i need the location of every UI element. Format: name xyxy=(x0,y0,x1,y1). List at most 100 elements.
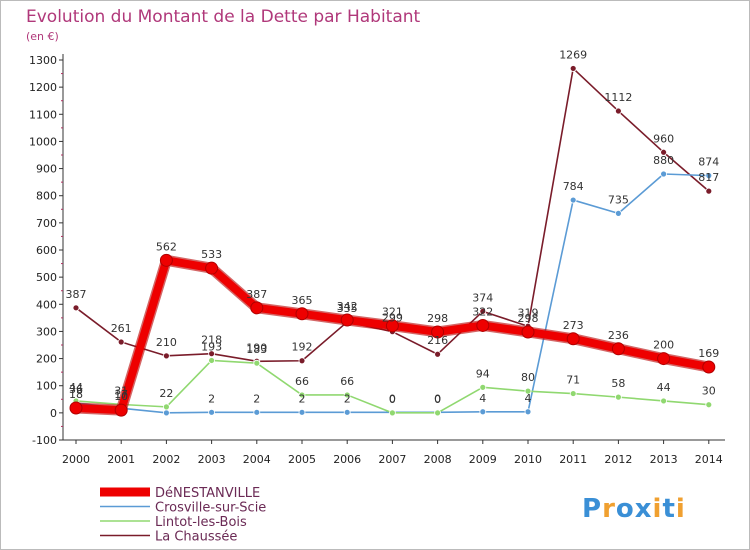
logo-letter: r xyxy=(602,494,616,524)
data-label: 0 xyxy=(434,392,441,405)
logo-text: Proxiti xyxy=(582,494,686,524)
x-tick-label: 2003 xyxy=(198,453,226,466)
data-point-3 xyxy=(479,307,487,315)
data-label: 335 xyxy=(337,302,358,315)
data-label: 365 xyxy=(292,294,313,307)
y-tick-label: 500 xyxy=(36,271,57,284)
y-tick-label: 200 xyxy=(36,353,57,366)
data-label: 874 xyxy=(698,156,719,169)
data-label: 387 xyxy=(66,288,87,301)
data-label: 58 xyxy=(611,377,625,390)
legend-label: La Chaussée xyxy=(155,530,237,545)
data-label: 200 xyxy=(653,339,674,352)
legend-label: Crosville-sur-Scie xyxy=(155,501,266,516)
data-point-0 xyxy=(385,319,399,333)
data-point-2 xyxy=(479,383,487,391)
x-tick-label: 2012 xyxy=(604,453,632,466)
x-tick-label: 2010 xyxy=(514,453,542,466)
x-tick-label: 2002 xyxy=(152,453,180,466)
data-label: 2 xyxy=(344,392,351,405)
data-label: 10 xyxy=(114,390,128,403)
x-tick-label: 2014 xyxy=(695,453,723,466)
data-label: 817 xyxy=(698,171,719,184)
data-label: 22 xyxy=(159,387,173,400)
legend-label: DéNESTANVILLE xyxy=(155,486,260,501)
data-label: 4 xyxy=(525,392,532,405)
data-label: 960 xyxy=(653,132,674,145)
y-tick-label: 400 xyxy=(36,298,57,311)
data-label: 0 xyxy=(389,393,396,406)
y-tick-label: 1100 xyxy=(29,108,57,121)
data-label: 183 xyxy=(246,343,267,356)
data-label: 0 xyxy=(434,393,441,406)
data-label: 2 xyxy=(208,392,215,405)
data-point-0 xyxy=(566,332,580,346)
data-label: 1269 xyxy=(559,48,587,61)
data-point-3 xyxy=(705,187,713,195)
data-point-2 xyxy=(253,359,261,367)
data-point-2 xyxy=(569,390,577,397)
unit-label: (en €) xyxy=(26,30,59,43)
data-point-0 xyxy=(114,403,128,417)
data-label: 71 xyxy=(566,374,580,387)
data-point-2 xyxy=(388,409,396,417)
data-label: 44 xyxy=(69,381,83,394)
data-point-2 xyxy=(162,403,170,411)
data-point-0 xyxy=(205,261,219,275)
data-label: 36 xyxy=(69,383,83,396)
data-label: 533 xyxy=(201,248,222,261)
data-label: 94 xyxy=(476,367,490,380)
data-label: 216 xyxy=(427,334,448,347)
y-tick-label: 1300 xyxy=(29,54,57,67)
data-point-1 xyxy=(162,409,170,417)
data-point-1 xyxy=(569,196,577,204)
data-label: 66 xyxy=(340,375,354,388)
data-point-2 xyxy=(660,397,667,405)
data-label: 44 xyxy=(657,381,671,394)
data-point-2 xyxy=(208,357,216,364)
logo-letter: x xyxy=(635,494,653,524)
data-point-3 xyxy=(208,350,216,358)
y-tick-label: 900 xyxy=(36,163,57,176)
data-label: 374 xyxy=(472,291,493,304)
data-point-0 xyxy=(431,325,445,339)
data-point-1 xyxy=(253,408,261,416)
data-label: 236 xyxy=(608,329,629,342)
x-tick-label: 2005 xyxy=(288,453,316,466)
data-point-3 xyxy=(660,148,667,156)
x-tick-label: 2011 xyxy=(559,453,587,466)
y-tick-label: 1200 xyxy=(29,81,57,94)
data-label: 4 xyxy=(479,392,486,405)
x-tick-label: 2000 xyxy=(62,453,90,466)
data-point-2 xyxy=(434,409,442,417)
data-point-0 xyxy=(611,342,625,356)
data-point-0 xyxy=(69,401,83,415)
data-point-2 xyxy=(615,393,622,401)
logo-letter: o xyxy=(616,494,635,524)
data-point-0 xyxy=(340,313,354,327)
data-label: 319 xyxy=(518,306,539,319)
data-point-1 xyxy=(343,408,351,416)
data-label: 31 xyxy=(114,384,128,397)
data-point-0 xyxy=(159,253,173,267)
data-label: 2 xyxy=(299,392,306,405)
data-label: 322 xyxy=(472,305,493,318)
y-tick-label: -100 xyxy=(32,434,57,447)
data-point-2 xyxy=(298,391,306,399)
data-label: 18 xyxy=(69,388,83,401)
data-label: 169 xyxy=(698,347,719,360)
data-point-3 xyxy=(615,107,622,115)
data-label: 218 xyxy=(201,334,222,347)
data-point-0 xyxy=(521,325,535,339)
y-tick-label: 600 xyxy=(36,244,57,257)
legend-label: Lintot-les-Bois xyxy=(155,515,247,530)
chart-title: Evolution du Montant de la Dette par Hab… xyxy=(26,7,421,27)
data-label: 273 xyxy=(563,319,584,332)
logo-letter: t xyxy=(662,494,675,524)
data-label: 261 xyxy=(111,322,132,335)
data-label: 80 xyxy=(521,371,535,384)
data-point-2 xyxy=(705,401,713,409)
